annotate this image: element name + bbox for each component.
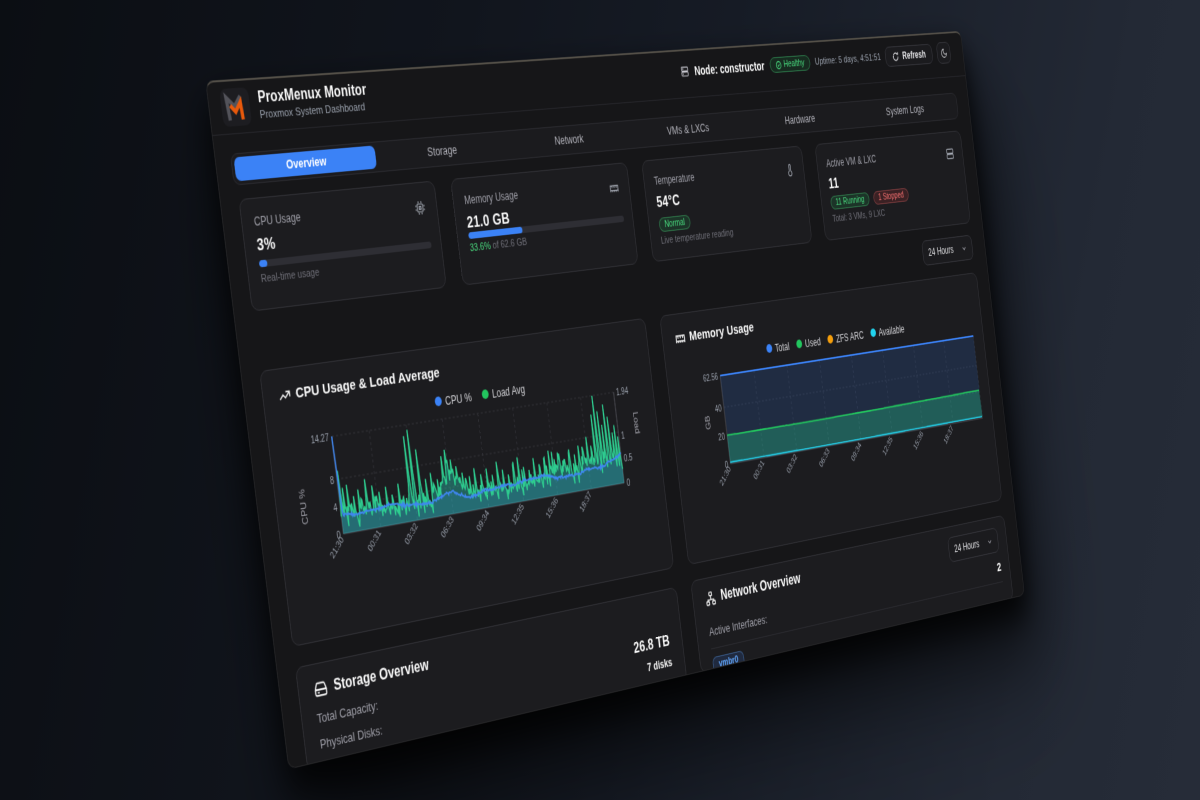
svg-text:03:32: 03:32 bbox=[403, 521, 419, 547]
svg-text:8: 8 bbox=[329, 475, 334, 486]
svg-text:0: 0 bbox=[336, 530, 341, 541]
svg-text:4: 4 bbox=[333, 502, 338, 513]
svg-text:15:36: 15:36 bbox=[544, 495, 559, 520]
svg-text:14.27: 14.27 bbox=[310, 432, 329, 446]
svg-text:06:33: 06:33 bbox=[439, 514, 455, 539]
svg-text:40: 40 bbox=[715, 403, 723, 414]
svg-text:GB: GB bbox=[704, 415, 713, 431]
svg-text:12:35: 12:35 bbox=[510, 502, 526, 527]
svg-text:06:33: 06:33 bbox=[818, 446, 831, 469]
svg-text:20: 20 bbox=[718, 432, 726, 443]
svg-text:00:31: 00:31 bbox=[366, 528, 383, 554]
svg-text:15:36: 15:36 bbox=[912, 429, 924, 451]
svg-text:21:30: 21:30 bbox=[718, 464, 732, 488]
svg-text:21:30: 21:30 bbox=[328, 534, 345, 560]
svg-text:Load: Load bbox=[631, 411, 641, 434]
svg-text:0: 0 bbox=[724, 460, 728, 470]
svg-text:18:37: 18:37 bbox=[578, 489, 593, 513]
svg-text:62.56: 62.56 bbox=[703, 372, 719, 384]
svg-text:03:32: 03:32 bbox=[785, 452, 798, 475]
svg-text:CPU %: CPU % bbox=[298, 488, 311, 525]
svg-text:1: 1 bbox=[621, 430, 626, 441]
svg-text:00:31: 00:31 bbox=[752, 458, 766, 481]
svg-text:18:37: 18:37 bbox=[942, 424, 954, 446]
svg-text:0: 0 bbox=[626, 478, 631, 489]
svg-text:0.5: 0.5 bbox=[623, 452, 633, 463]
svg-text:1.94: 1.94 bbox=[616, 386, 629, 398]
svg-text:09:34: 09:34 bbox=[475, 508, 491, 533]
svg-text:09:34: 09:34 bbox=[850, 440, 863, 463]
svg-text:12:35: 12:35 bbox=[881, 435, 894, 457]
